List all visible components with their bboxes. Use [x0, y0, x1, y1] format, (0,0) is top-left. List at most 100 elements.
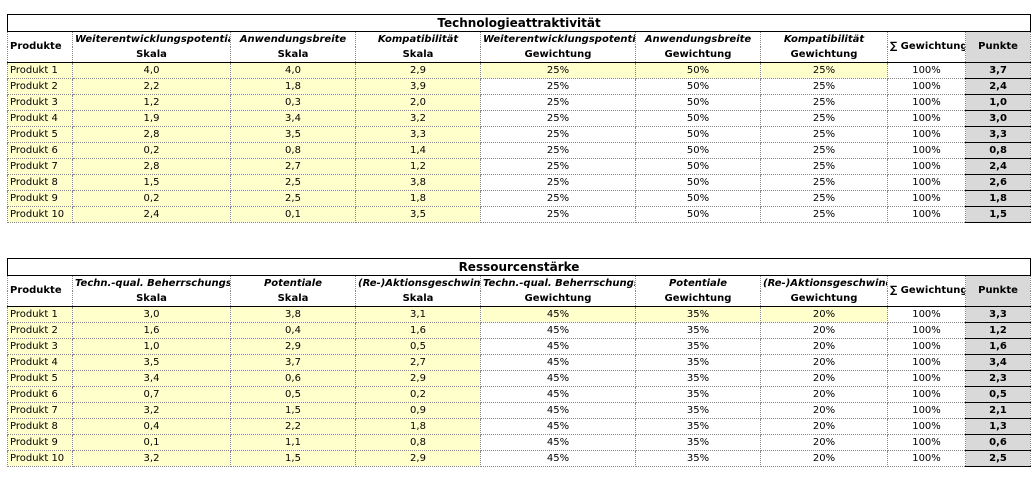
cell: 3,1 — [355, 306, 481, 323]
row-label: Produkt 9 — [7, 190, 73, 207]
cell: 100% — [887, 386, 966, 403]
cell: 50% — [635, 158, 761, 175]
cell: 100% — [887, 322, 966, 339]
cell: 100% — [887, 418, 966, 435]
cell: 45% — [480, 370, 636, 387]
cell: 25% — [760, 142, 888, 159]
column-subheader: Gewichtung — [760, 291, 888, 307]
row-label: Produkt 1 — [7, 62, 73, 79]
column-subheader: Gewichtung — [480, 291, 636, 307]
cell: 20% — [760, 386, 888, 403]
cell: 100% — [887, 110, 966, 127]
cell: 0,8 — [355, 434, 481, 451]
data-row: Produkt 1 4,0 4,0 2,9 25% 50% 25% 100% 3,7 — [7, 62, 1032, 79]
column-header: ∑ Gewichtung — [887, 31, 966, 63]
row-label: Produkt 6 — [7, 386, 73, 403]
row-label: Produkt 3 — [7, 94, 73, 111]
cell: 2,6 — [964, 174, 1032, 191]
row-label: Produkt 5 — [7, 126, 73, 143]
title-row: Ressourcenstärke — [7, 258, 1031, 276]
cell: 20% — [760, 322, 888, 339]
cell: 2,4 — [72, 206, 231, 223]
cell: 100% — [887, 370, 966, 387]
cell: 20% — [760, 354, 888, 371]
cell: 20% — [760, 306, 888, 323]
data-row: Produkt 4 1,9 3,4 3,2 25% 50% 25% 100% 3,0 — [7, 110, 1032, 127]
cell: 1,1 — [230, 434, 356, 451]
cell: 2,2 — [230, 418, 356, 435]
cell: 100% — [887, 174, 966, 191]
cell: 50% — [635, 94, 761, 111]
cell: 25% — [760, 158, 888, 175]
cell: 3,8 — [230, 306, 356, 323]
cell: 1,8 — [230, 78, 356, 95]
row-label: Produkt 8 — [7, 174, 73, 191]
cell: 1,4 — [355, 142, 481, 159]
cell: 4,0 — [230, 62, 356, 79]
cell: 0,4 — [72, 418, 231, 435]
cell: 0,4 — [230, 322, 356, 339]
data-row: Produkt 9 0,2 2,5 1,8 25% 50% 25% 100% 1,8 — [7, 190, 1032, 207]
cell: 20% — [760, 450, 888, 467]
data-row: Produkt 6 0,2 0,8 1,4 25% 50% 25% 100% 0,8 — [7, 142, 1032, 159]
row-label: Produkt 2 — [7, 78, 73, 95]
cell: 100% — [887, 158, 966, 175]
data-row: Produkt 4 3,5 3,7 2,7 45% 35% 20% 100% 3,4 — [7, 354, 1031, 371]
subheader-row: Skala Skala Skala Gewichtung Gewichtung Gewic… — [8, 47, 1031, 63]
cell: 2,4 — [964, 158, 1032, 175]
data-row: Produkt 5 2,8 3,5 3,3 25% 50% 25% 100% 3,3 — [7, 126, 1032, 143]
cell: 25% — [760, 126, 888, 143]
cell: 0,6 — [965, 434, 1031, 451]
cell: 25% — [480, 190, 636, 207]
cell: 3,4 — [72, 370, 231, 387]
cell: 3,3 — [964, 126, 1032, 143]
row-label: Produkt 6 — [7, 142, 73, 159]
cell: 35% — [635, 386, 761, 403]
cell: 35% — [635, 354, 761, 371]
row-label: Produkt 7 — [7, 158, 73, 175]
cell: 1,0 — [964, 94, 1032, 111]
cell: 20% — [760, 370, 888, 387]
column-subheader: Skala — [72, 47, 231, 63]
cell: 100% — [887, 306, 966, 323]
cell: 25% — [760, 174, 888, 191]
column-header: ∑ Gewichtung — [887, 275, 966, 307]
column-header: Kompatibilität — [355, 31, 481, 47]
cell: 1,8 — [355, 418, 481, 435]
data-row: Produkt 10 2,4 0,1 3,5 25% 50% 25% 100% 1,5 — [7, 206, 1032, 223]
cell: 45% — [480, 354, 636, 371]
cell: 1,9 — [72, 110, 231, 127]
cell: 3,2 — [355, 110, 481, 127]
cell: 0,1 — [230, 206, 356, 223]
cell: 2,8 — [72, 158, 231, 175]
cell: 3,7 — [964, 62, 1032, 79]
data-row: Produkt 7 3,2 1,5 0,9 45% 35% 20% 100% 2,1 — [7, 402, 1031, 419]
cell: 35% — [635, 306, 761, 323]
data-row: Produkt 3 1,2 0,3 2,0 25% 50% 25% 100% 1,0 — [7, 94, 1032, 111]
cell: 2,5 — [230, 190, 356, 207]
column-subheader: Gewichtung — [480, 47, 636, 63]
data-row: Produkt 2 1,6 0,4 1,6 45% 35% 20% 100% 1,2 — [7, 322, 1031, 339]
cell: 100% — [887, 94, 966, 111]
cell: 25% — [480, 94, 636, 111]
cell: 25% — [760, 62, 888, 79]
cell: 2,3 — [965, 370, 1031, 387]
column-header: Punkte — [965, 275, 1031, 307]
cell: 1,3 — [965, 418, 1031, 435]
cell: 1,2 — [965, 322, 1031, 339]
cell: 0,8 — [230, 142, 356, 159]
cell: 100% — [887, 78, 966, 95]
cell: 0,5 — [965, 386, 1031, 403]
cell: 35% — [635, 418, 761, 435]
cell: 3,4 — [965, 354, 1031, 371]
cell: 2,0 — [355, 94, 481, 111]
cell: 25% — [480, 126, 636, 143]
cell: 100% — [887, 126, 966, 143]
subheader-row: Skala Skala Skala Gewichtung Gewichtung Gewic… — [8, 291, 1031, 307]
column-header: Anwendungsbreite — [230, 31, 356, 47]
cell: 20% — [760, 402, 888, 419]
cell: 50% — [635, 142, 761, 159]
cell: 3,8 — [355, 174, 481, 191]
row-label: Produkt 7 — [7, 402, 73, 419]
